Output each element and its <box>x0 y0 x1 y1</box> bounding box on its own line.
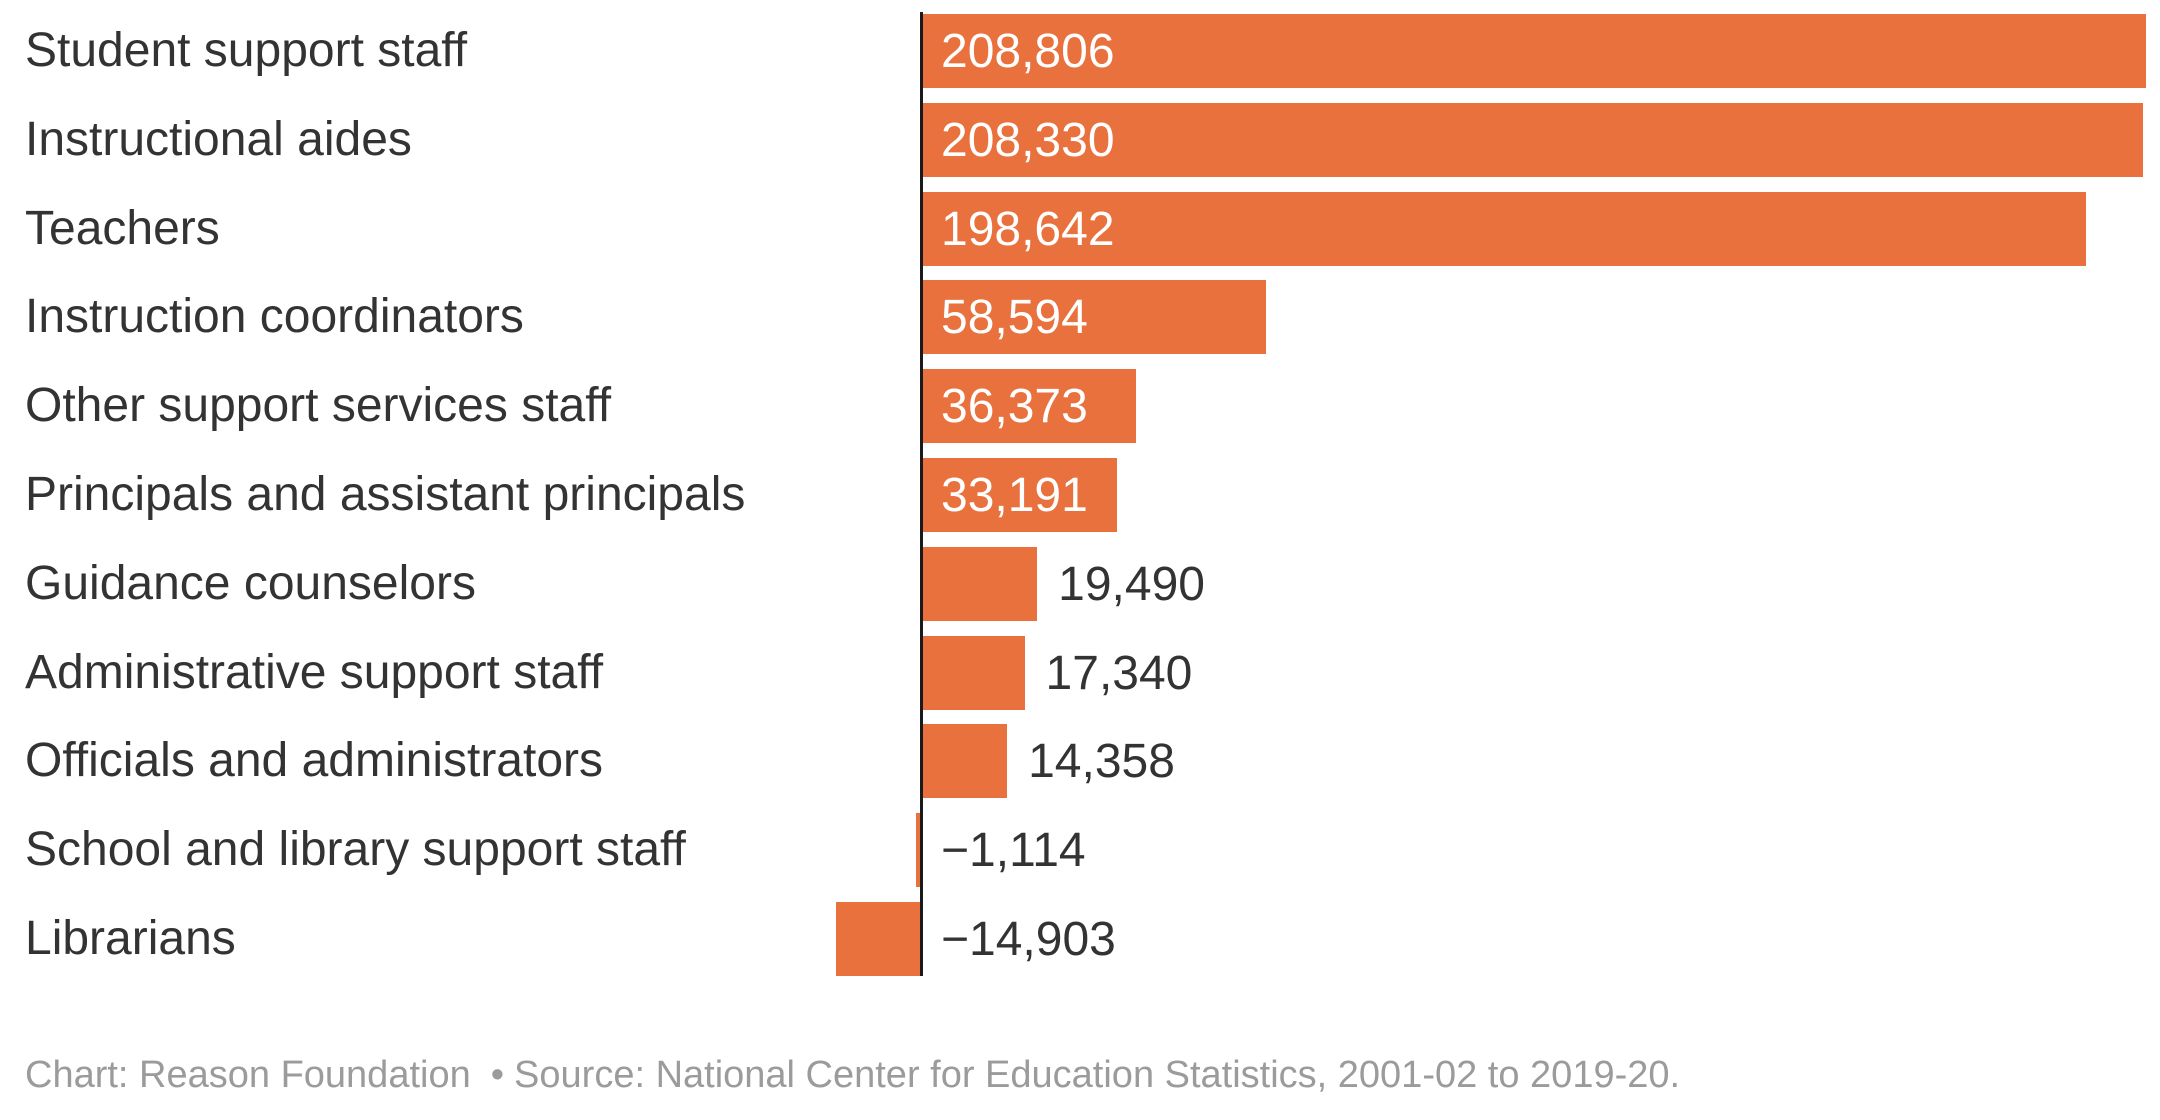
chart-row: Teachers 198,642 <box>0 191 2160 266</box>
value-label: 33,191 <box>941 469 1088 522</box>
bar-negative <box>916 813 923 888</box>
bar-positive <box>923 102 2144 177</box>
value-label: 208,806 <box>941 25 1115 78</box>
chart-credit: Chart: Reason Foundation <box>25 1054 471 1096</box>
category-label: Teachers <box>25 201 220 255</box>
category-label: Student support staff <box>25 24 468 77</box>
chart-row: Instruction coordinators 58,594 <box>0 280 2160 355</box>
bar-positive <box>923 191 2087 266</box>
zero-axis-line <box>920 12 923 976</box>
value-label: −14,903 <box>941 913 1116 966</box>
category-label: School and library support staff <box>25 823 686 877</box>
bar-negative <box>835 902 923 976</box>
chart-row: Librarians −14,903 <box>0 902 2160 976</box>
chart-row: Guidance counselors 19,490 <box>0 546 2160 621</box>
footer-separator: • <box>490 1054 505 1096</box>
category-label: Instructional aides <box>25 112 412 166</box>
category-label: Other support services staff <box>25 379 612 433</box>
chart-row: Principals and assistant principals 33,19… <box>0 458 2160 532</box>
value-label: 14,358 <box>1028 735 1175 789</box>
category-label: Librarians <box>25 912 236 965</box>
bar-positive <box>923 458 1118 532</box>
value-label: 208,330 <box>941 113 1115 167</box>
source-text: Source: National Center for Education St… <box>514 1054 1681 1096</box>
value-label: 198,642 <box>941 202 1115 256</box>
value-label: 17,340 <box>1045 646 1193 700</box>
value-label: 19,490 <box>1058 557 1205 611</box>
category-label: Principals and assistant principals <box>25 468 746 521</box>
chart-row: Instructional aides 208,330 <box>0 102 2160 177</box>
chart-row: School and library support staff −1,114 <box>0 813 2160 888</box>
category-label: Guidance counselors <box>25 556 476 610</box>
value-label: 58,594 <box>941 291 1088 345</box>
bar-chart: Student support staff 208,806 Instructiona… <box>0 14 2160 976</box>
bar-positive <box>923 635 1025 710</box>
chart-row: Student support staff 208,806 <box>0 14 2160 88</box>
bar-positive <box>923 546 1038 621</box>
category-label: Administrative support staff <box>25 645 604 699</box>
category-label: Instruction coordinators <box>25 290 524 344</box>
bar-positive <box>923 724 1008 799</box>
chart-row: Other support services staff 36,373 <box>0 369 2160 444</box>
value-label: −1,114 <box>941 824 1086 878</box>
chart-row: Administrative support staff 17,340 <box>0 635 2160 710</box>
bar-positive <box>923 280 1267 355</box>
category-label: Officials and administrators <box>25 734 604 788</box>
chart-row: Officials and administrators 14,358 <box>0 724 2160 799</box>
chart-footer: Chart: Reason Foundation • Source: Nationa… <box>25 1054 1680 1097</box>
value-label: 36,373 <box>941 380 1088 434</box>
bar-positive <box>923 14 2146 88</box>
bar-positive <box>923 369 1137 444</box>
